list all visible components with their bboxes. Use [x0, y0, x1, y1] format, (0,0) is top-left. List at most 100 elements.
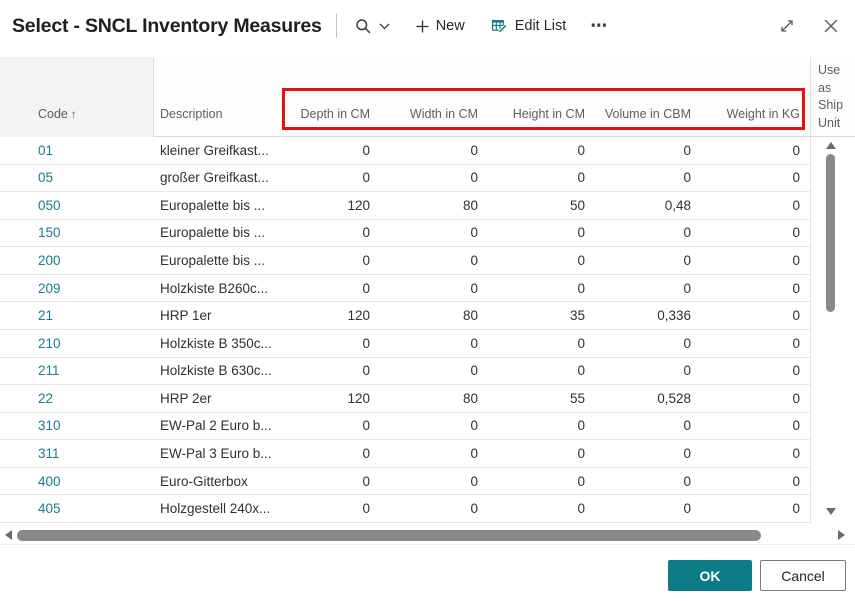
row-selector-cell[interactable]: [0, 220, 28, 247]
scroll-left-arrow[interactable]: [5, 530, 12, 540]
depth-cm-cell: 0: [362, 363, 370, 379]
table-row[interactable]: 150 Europalette bis ... 0 0 0 0 0: [0, 219, 810, 248]
row-selector-cell[interactable]: [0, 192, 28, 219]
vertical-scrollbar-thumb[interactable]: [826, 154, 835, 312]
table-row[interactable]: 405 Holzgestell 240x... 0 0 0 0 0: [0, 495, 810, 523]
edit-list-button[interactable]: Edit List: [491, 18, 566, 35]
depth-cm-cell: 0: [362, 335, 370, 351]
column-header-height-in-cm[interactable]: Height in CM: [512, 107, 585, 121]
depth-cm-cell: 0: [362, 142, 370, 158]
scroll-down-arrow[interactable]: [826, 508, 836, 515]
height-cm-cell: 0: [577, 280, 585, 296]
column-header-code[interactable]: Code ↑: [38, 107, 77, 121]
width-cm-cell: 0: [470, 170, 478, 186]
page-title: Select - SNCL Inventory Measures: [12, 14, 322, 37]
row-selector-cell[interactable]: [0, 302, 28, 329]
row-selector-cell[interactable]: [0, 247, 28, 274]
volume-cbm-cell: 0: [683, 473, 691, 489]
column-separator-right: [810, 57, 811, 523]
row-selector-cell[interactable]: [0, 165, 28, 192]
column-header-weight-in-kg[interactable]: Weight in KG: [726, 107, 800, 121]
cancel-button[interactable]: Cancel: [760, 560, 846, 591]
row-selector-cell[interactable]: [0, 413, 28, 440]
code-link[interactable]: 01: [38, 142, 54, 158]
frozen-column-background: [0, 57, 153, 137]
column-header-description[interactable]: Description: [160, 107, 223, 121]
width-cm-cell: 0: [470, 418, 478, 434]
column-separator: [153, 57, 154, 137]
volume-cbm-cell: 0: [683, 445, 691, 461]
row-selector-cell[interactable]: [0, 275, 28, 302]
weight-kg-cell: 0: [792, 142, 800, 158]
table-row[interactable]: 050 Europalette bis ... 120 80 50 0,48 0: [0, 192, 810, 220]
row-selector-cell[interactable]: [0, 385, 28, 412]
row-selector-cell[interactable]: [0, 495, 28, 522]
code-link[interactable]: 21: [38, 308, 54, 324]
row-selector-cell[interactable]: [0, 330, 28, 357]
code-link[interactable]: 05: [38, 170, 54, 186]
description-cell: Holzkiste B 350c...: [160, 335, 272, 351]
code-link[interactable]: 311: [38, 445, 60, 461]
expand-button[interactable]: [779, 18, 795, 34]
table-row[interactable]: 209 Holzkiste B260c... 0 0 0 0 0: [0, 274, 810, 303]
table-row[interactable]: 211 Holzkiste B 630c... 0 0 0 0 0: [0, 357, 810, 386]
description-cell: EW-Pal 2 Euro b...: [160, 418, 272, 434]
edit-list-icon: [491, 18, 508, 35]
column-header-depth-in-cm[interactable]: Depth in CM: [300, 107, 370, 121]
row-selector-cell[interactable]: [0, 468, 28, 495]
column-header-use-as-ship-unit[interactable]: Use as Ship Unit: [818, 63, 844, 130]
row-selector-cell[interactable]: [0, 440, 28, 467]
height-cm-cell: 0: [577, 142, 585, 158]
code-link[interactable]: 310: [38, 418, 61, 434]
search-button[interactable]: [355, 18, 390, 35]
toolbar-divider: [335, 14, 337, 38]
depth-cm-cell: 0: [362, 280, 370, 296]
width-cm-cell: 0: [470, 501, 478, 517]
table-row[interactable]: 21 HRP 1er 120 80 35 0,336 0: [0, 302, 810, 330]
new-button[interactable]: New: [416, 18, 465, 34]
height-cm-cell: 50: [569, 197, 585, 213]
table-row[interactable]: 200 Europalette bis ... 0 0 0 0 0: [0, 247, 810, 275]
code-link[interactable]: 22: [38, 390, 54, 406]
table-body: 01 kleiner Greifkast... 0 0 0 0 0 05 großer Grei…: [0, 137, 810, 523]
scroll-up-arrow[interactable]: [826, 142, 836, 149]
code-link[interactable]: 400: [38, 473, 61, 489]
weight-kg-cell: 0: [792, 390, 800, 406]
height-cm-cell: 0: [577, 445, 585, 461]
row-selector-cell[interactable]: [0, 137, 28, 164]
depth-cm-cell: 0: [362, 225, 370, 241]
scroll-right-arrow[interactable]: [838, 530, 845, 540]
horizontal-scrollbar-thumb[interactable]: [17, 529, 761, 541]
volume-cbm-cell: 0: [683, 170, 691, 186]
code-link[interactable]: 211: [38, 363, 60, 379]
chevron-down-icon: [379, 23, 390, 30]
vertical-scrollbar[interactable]: [822, 139, 839, 523]
column-header-volume-in-cbm[interactable]: Volume in CBM: [604, 107, 691, 121]
column-header-width-in-cm[interactable]: Width in CM: [409, 107, 478, 121]
table-row[interactable]: 310 EW-Pal 2 Euro b... 0 0 0 0 0: [0, 412, 810, 441]
ok-button[interactable]: OK: [668, 560, 752, 591]
row-selector-cell[interactable]: [0, 358, 28, 385]
table-row[interactable]: 311 EW-Pal 3 Euro b... 0 0 0 0 0: [0, 440, 810, 468]
table-row[interactable]: 01 kleiner Greifkast... 0 0 0 0 0: [0, 137, 810, 165]
more-options-button[interactable]: ⋯: [590, 16, 610, 35]
weight-kg-cell: 0: [792, 280, 800, 296]
code-link[interactable]: 210: [38, 335, 61, 351]
close-button[interactable]: [823, 18, 839, 34]
code-link[interactable]: 405: [38, 501, 61, 517]
code-link[interactable]: 209: [38, 280, 61, 296]
table-row[interactable]: 400 Euro-Gitterbox 0 0 0 0 0: [0, 467, 810, 496]
code-link[interactable]: 150: [38, 225, 61, 241]
depth-cm-cell: 120: [347, 308, 370, 324]
search-icon: [355, 18, 372, 35]
code-link[interactable]: 200: [38, 253, 61, 269]
table-row[interactable]: 22 HRP 2er 120 80 55 0,528 0: [0, 385, 810, 413]
table-row[interactable]: 05 großer Greifkast... 0 0 0 0 0: [0, 164, 810, 193]
horizontal-scrollbar[interactable]: [0, 526, 855, 545]
table-row[interactable]: 210 Holzkiste B 350c... 0 0 0 0 0: [0, 329, 810, 358]
code-link[interactable]: 050: [38, 197, 61, 213]
close-icon: [824, 19, 838, 33]
width-cm-cell: 0: [470, 445, 478, 461]
weight-kg-cell: 0: [792, 418, 800, 434]
